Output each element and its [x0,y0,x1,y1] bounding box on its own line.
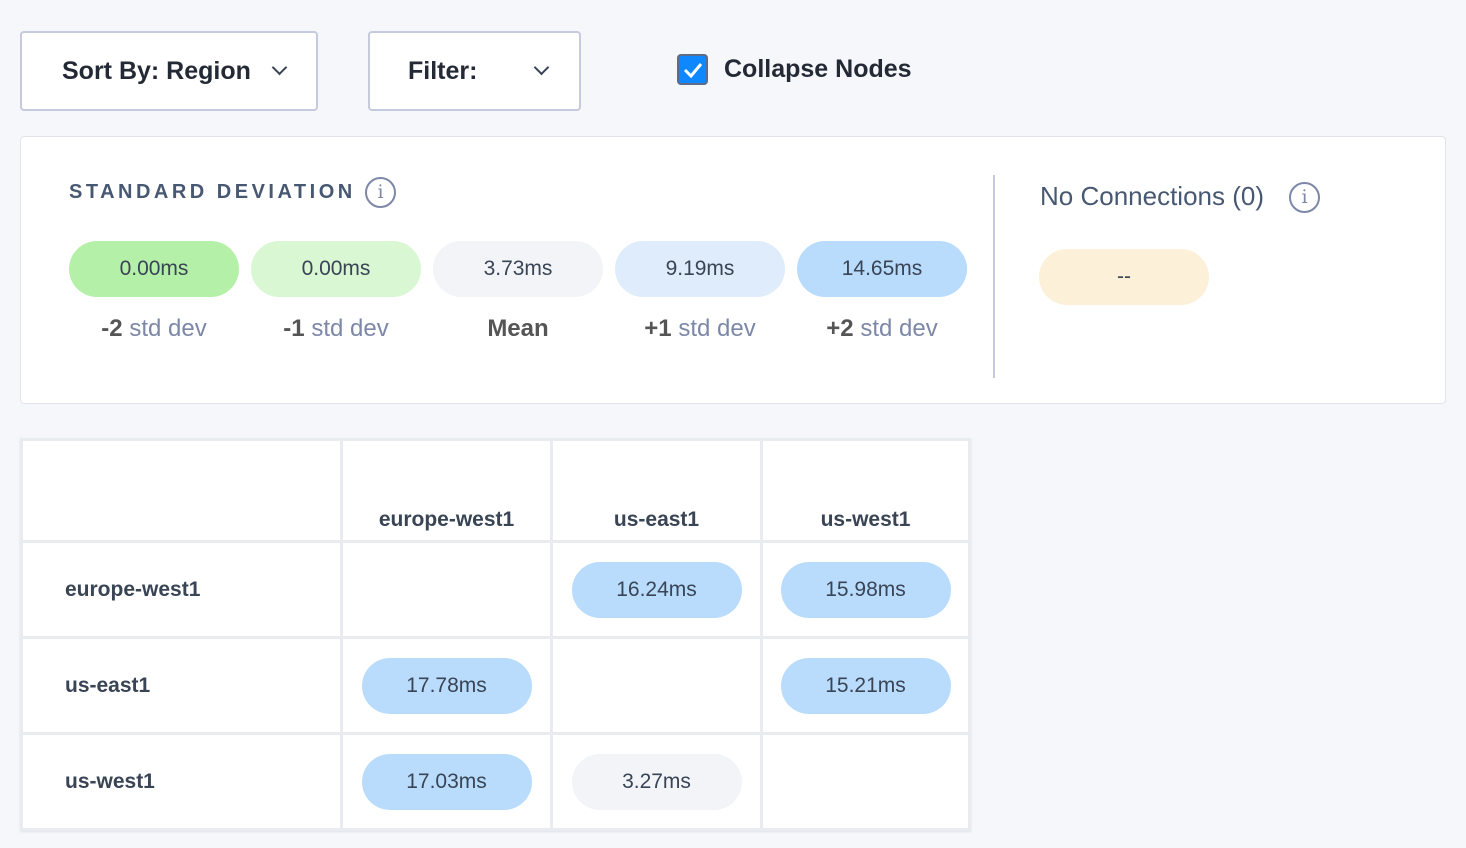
corner-cell [20,438,343,543]
chevron-down-icon [271,59,288,76]
stddev-label-prefix: -2 [101,315,123,342]
row-header: europe-west1 [20,540,343,639]
latency-pill[interactable]: 3.27ms [571,753,742,810]
checkmark-icon [683,62,702,78]
latency-pill[interactable]: 17.78ms [361,657,532,714]
stddev-card: STANDARD DEVIATION i 0.00ms -2 std dev 0.… [20,136,1446,404]
stddev-pill: 3.73ms [433,241,603,297]
stddev-label-suffix: std dev [860,315,938,342]
row-header: us-east1 [20,636,343,735]
row-header: us-west1 [20,732,343,831]
latency-cell: 16.24ms [550,540,763,639]
stddev-label-suffix: std dev [129,315,207,342]
latency-cell: 3.27ms [550,732,763,831]
info-icon[interactable]: i [1289,182,1320,213]
no-connections-label: No Connections (0) [1040,181,1264,211]
stddev-title: STANDARD DEVIATION [69,181,356,203]
latency-pill[interactable]: 17.03ms [361,753,532,810]
stddev-label-prefix: -1 [283,315,305,342]
empty-cell [340,540,553,639]
stddev-label-prefix: Mean [487,315,549,342]
column-header: us-west1 [760,438,971,543]
stddev-label-suffix: std dev [678,315,756,342]
latency-cell: 17.03ms [340,732,553,831]
stddev-label: -2 std dev [69,315,239,343]
no-connections-pill: -- [1039,249,1209,305]
stddev-label-prefix: +2 [826,315,854,342]
column-header: us-east1 [550,438,763,543]
stddev-label-suffix: std dev [311,315,389,342]
stddev-pill: 14.65ms [797,241,967,297]
table-row: us-east1 17.78ms 15.21ms [20,636,971,735]
empty-cell [760,732,971,831]
sort-by-label: Sort By: Region [62,56,251,85]
table-row: europe-west1 16.24ms 15.98ms [20,540,971,639]
stddev-label: +1 std dev [615,315,785,343]
stddev-pill: 0.00ms [69,241,239,297]
latency-pill[interactable]: 16.24ms [571,561,742,618]
collapse-nodes-checkbox[interactable] [677,54,708,85]
table-row: us-west1 17.03ms 3.27ms [20,732,971,831]
latency-pill[interactable]: 15.21ms [780,657,951,714]
sort-by-dropdown[interactable]: Sort By: Region [20,31,318,111]
empty-cell [550,636,763,735]
stddev-pill: 9.19ms [615,241,785,297]
stddev-label: -1 std dev [251,315,421,343]
latency-matrix: europe-west1 us-east1 us-west1 europe-we… [20,438,971,831]
filter-dropdown[interactable]: Filter: [368,31,581,111]
collapse-nodes-label[interactable]: Collapse Nodes [724,55,912,83]
stddev-label-prefix: +1 [644,315,672,342]
info-icon[interactable]: i [365,177,396,208]
latency-pill[interactable]: 15.98ms [780,561,951,618]
stddev-label: Mean [433,315,603,343]
stddev-label: +2 std dev [797,315,967,343]
divider [993,175,995,378]
chevron-down-icon [533,59,550,76]
latency-cell: 15.98ms [760,540,971,639]
stddev-pill: 0.00ms [251,241,421,297]
latency-cell: 15.21ms [760,636,971,735]
latency-cell: 17.78ms [340,636,553,735]
filter-label: Filter: [408,56,478,85]
column-header: europe-west1 [340,438,553,543]
